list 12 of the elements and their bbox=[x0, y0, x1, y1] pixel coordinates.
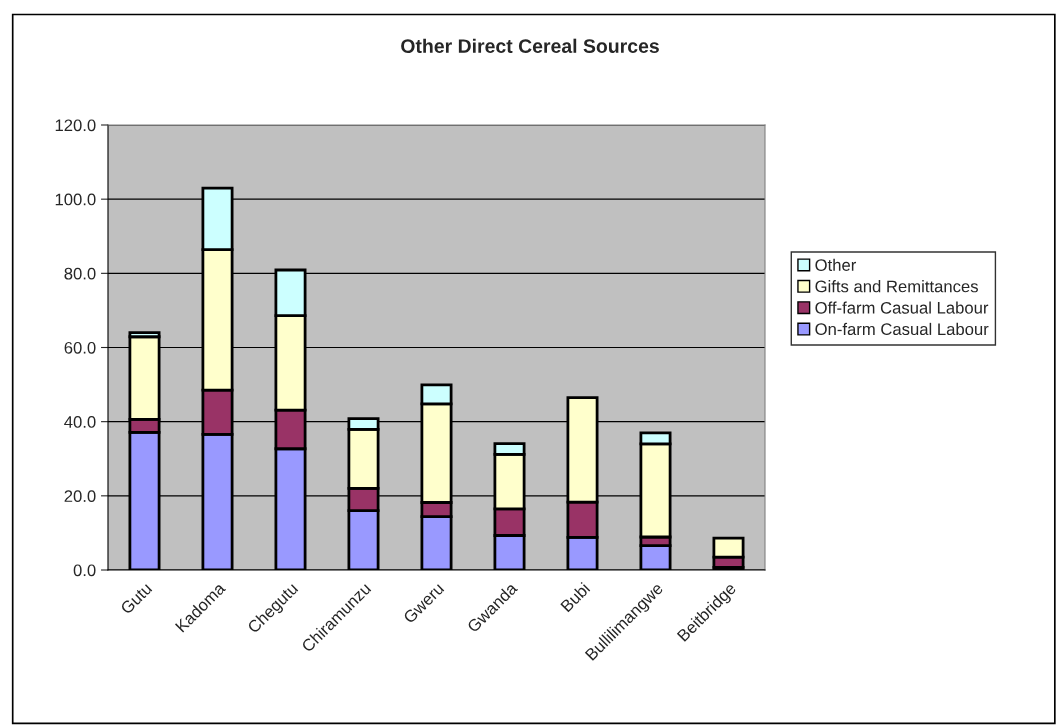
legend-label: On-farm Casual Labour bbox=[815, 322, 989, 336]
y-tick-label: 40.0 bbox=[64, 416, 96, 428]
y-tick-label: 60.0 bbox=[64, 341, 96, 354]
y-tick-label: 120.0 bbox=[55, 119, 96, 132]
legend-label: Other bbox=[815, 258, 857, 271]
y-tick-label: 0.0 bbox=[73, 564, 96, 577]
legend-label: Off-farm Casual Labour bbox=[815, 301, 989, 314]
y-tick-label: 80.0 bbox=[64, 267, 96, 280]
y-tick-label: 100.0 bbox=[55, 193, 96, 206]
chart-title: Other Direct Cereal Sources bbox=[401, 38, 659, 53]
y-tick-label: 20.0 bbox=[64, 490, 96, 503]
legend-label: Gifts and Remittances bbox=[815, 280, 978, 293]
